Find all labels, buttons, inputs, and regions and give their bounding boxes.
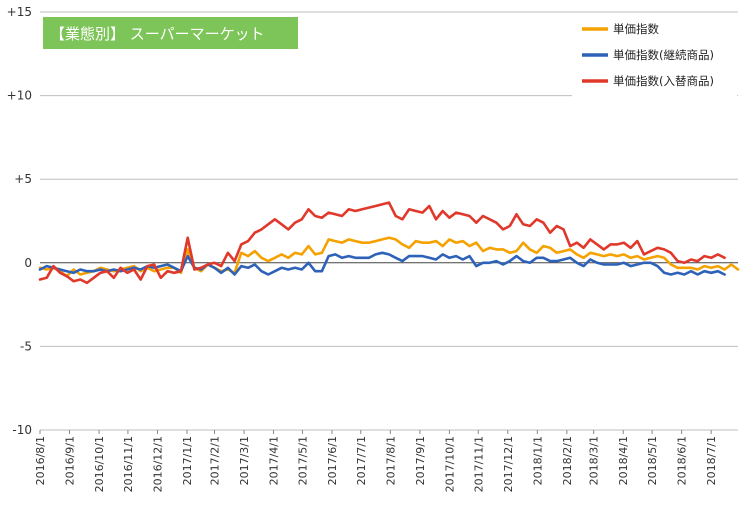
x-tick-labels: 2016/8/1 2016/9/1 2016/10/1 2016/11/1 2016/1… [34,430,718,492]
series-lines [38,201,740,285]
y-tick-label: +5 [14,172,32,186]
legend: 単価指数 単価指数(継続商品) 単価指数(入替商品) [572,14,737,98]
x-tick-label: 2017/4/1 [268,436,281,485]
x-tick-label: 2018/5/1 [646,436,659,485]
legend-label-replaced: 単価指数(入替商品) [613,74,714,88]
x-tick-label: 2018/4/1 [617,436,630,485]
x-tick-label: 2017/11/1 [472,436,485,492]
x-tick-label: 2017/10/1 [443,436,456,492]
x-tick-label: 2017/12/1 [502,436,515,492]
y-tick-label: +10 [7,89,32,103]
x-tick-label: 2016/12/1 [151,436,164,492]
x-tick-label: 2016/8/1 [34,436,47,485]
legend-label-unit-price: 単価指数 [613,22,659,36]
x-tick-label: 2017/1/1 [181,436,194,485]
x-tick-label: 2016/9/1 [64,436,77,485]
legend-label-continuing: 単価指数(継続商品) [613,48,714,62]
y-tick-label: -5 [20,339,32,353]
chart-title: 【業態別】 スーパーマーケット [50,25,265,43]
series-line-1 [38,251,726,276]
chart-title-box: 【業態別】 スーパーマーケット [43,17,298,49]
x-tick-label: 2017/3/1 [238,436,251,485]
series-line-2 [38,201,726,285]
chart-title-background [43,17,298,49]
x-tick-label: 2017/5/1 [296,436,309,485]
y-tick-label: 0 [24,256,32,270]
y-tick-label: +15 [7,5,32,19]
x-tick-label: 2017/2/1 [209,436,222,485]
x-tick-label: 2017/6/1 [326,436,339,485]
x-tick-label: 2018/2/1 [561,436,574,485]
x-tick-label: 2017/9/1 [414,436,427,485]
x-tick-label: 2018/6/1 [676,436,689,485]
x-tick-label: 2018/7/1 [705,436,718,485]
x-tick-label: 2017/7/1 [355,436,368,485]
x-tick-label: 2018/1/1 [531,436,544,485]
x-tick-label: 2018/3/1 [588,436,601,485]
y-tick-labels: -10 -5 0 +5 +10 +15 [7,5,32,437]
x-tick-label: 2016/10/1 [93,436,106,492]
x-tick-label: 2016/11/1 [122,436,135,492]
x-tick-label: 2017/8/1 [384,436,397,485]
y-tick-label: -10 [12,423,32,437]
